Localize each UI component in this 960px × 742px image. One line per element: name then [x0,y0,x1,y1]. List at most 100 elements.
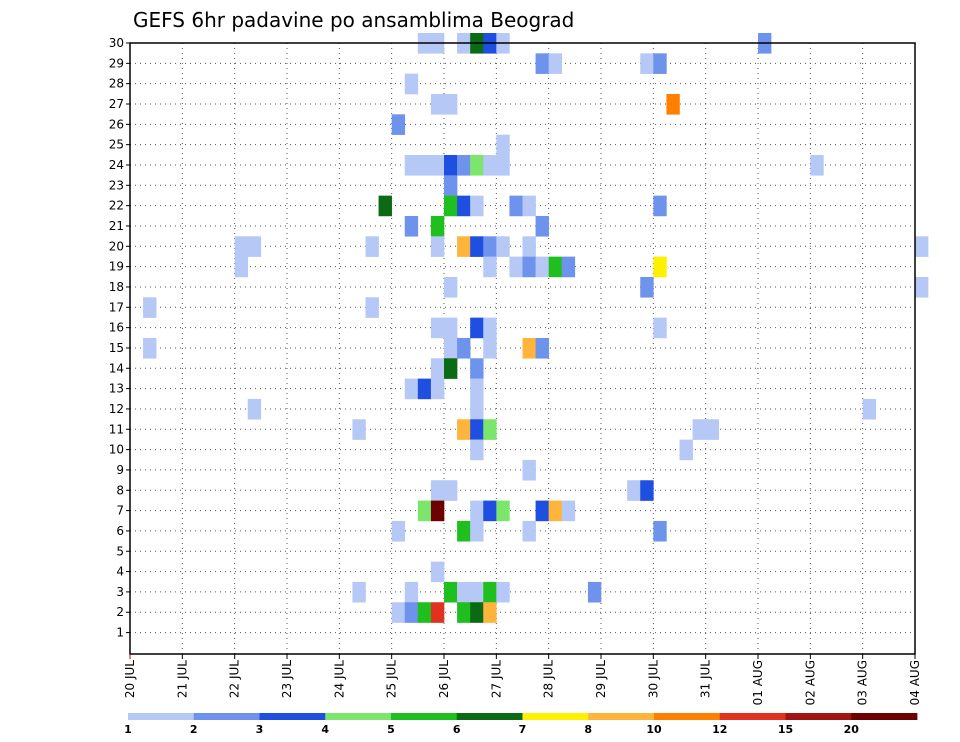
ensemble-cell [483,256,497,278]
ensemble-cell [522,256,536,278]
ensemble-cell [365,236,379,257]
colorbar-swatch [456,713,523,720]
ensemble-cell [430,93,445,115]
ensemble-cell [705,419,720,440]
ensemble-cell [535,500,549,522]
ensemble-cell [352,581,366,603]
y-tick-label: 28 [109,77,124,91]
ensemble-cell [470,500,484,522]
ensemble-cell [483,602,497,623]
x-tick-label: 28 JUL [542,660,556,698]
colorbar-label: 15 [778,723,793,736]
ensemble-cell [444,195,458,217]
ensemble-cell [444,175,458,196]
colorbar-label: 20 [844,723,860,736]
ensemble-cell [561,500,576,522]
ensemble-cell [548,500,563,522]
y-tick-label: 7 [116,504,124,518]
ensemble-cell [810,154,824,176]
ensemble-cell [391,602,406,623]
ensemble-cell [653,195,667,217]
ensemble-cell [430,378,445,400]
ensemble-cell [457,236,471,257]
y-tick-label: 16 [109,321,124,335]
colorbar-swatch [851,713,918,720]
ensemble-cell [470,439,484,461]
colorbar-label: 4 [321,723,329,736]
ensemble-cell [496,500,510,522]
ensemble-cell [496,236,510,257]
ensemble-cell [548,256,563,278]
y-tick-label: 25 [109,138,124,152]
colorbar-label: 1 [124,723,132,736]
colorbar-label: 6 [453,723,461,736]
ensemble-cell [483,317,497,339]
y-tick-label: 12 [109,402,124,416]
ensemble-cell [391,520,406,542]
ensemble-cell [496,154,510,176]
ensemble-cell [653,53,667,74]
y-tick-label: 19 [109,260,124,274]
ensemble-cell [470,581,484,603]
ensemble-cell [522,236,536,257]
ensemble-cell [483,236,497,257]
colorbar-swatch [259,713,326,720]
y-tick-label: 15 [109,341,124,355]
colorbar-label: 2 [190,723,198,736]
colorbar-swatch [128,713,195,720]
x-tick-label: 04 AUG [908,660,922,705]
ensemble-cell [535,337,549,359]
colorbar-swatch [588,713,655,720]
y-tick-label: 2 [116,605,124,619]
ensemble-cell [444,154,458,176]
ensemble-cell [404,602,419,623]
ensemble-cell [561,256,576,278]
ensemble-cell [457,195,471,217]
y-tick-label: 11 [109,422,124,436]
ensemble-cell [483,581,497,603]
ensemble-cell [143,297,157,318]
ensemble-cell [470,398,484,420]
ensemble-cell [404,73,419,95]
ensemble-cell [247,236,262,257]
y-axis-tick-labels: 1234567891011121314151617181920212223242… [109,36,130,640]
y-tick-label: 8 [116,483,124,497]
y-tick-label: 23 [109,178,124,192]
ensemble-cell [522,459,536,481]
x-tick-label: 21 JUL [175,660,189,698]
ensemble-cell [470,419,484,440]
ensemble-cell [417,154,432,176]
ensemble-cell [522,337,536,359]
ensemble-cell [640,53,654,74]
ensemble-cell [915,236,929,257]
ensemble-cell [496,134,510,156]
x-tick-label: 26 JUL [437,660,451,698]
ensemble-cell [509,195,523,217]
y-tick-label: 3 [116,585,124,599]
ensemble-cell [444,93,458,115]
ensemble-cell [522,520,536,542]
colorbar-swatch [654,713,721,720]
ensemble-cell [234,236,249,257]
y-tick-label: 6 [116,524,124,538]
colorbar-label: 5 [387,723,395,736]
ensemble-cell [404,215,419,237]
ensemble-cells [143,33,929,623]
ensemble-cell [404,154,419,176]
ensemble-cell [430,154,445,176]
ensemble-cell [430,358,445,379]
plot-frame [129,42,916,655]
ensemble-cell [444,337,458,359]
colorbar: 1 2 3 4 5 6 7 8 10 12 15 20 [124,713,918,736]
ensemble-cell [444,358,458,379]
x-tick-label: 25 JUL [385,660,399,698]
colorbar-label: 12 [712,723,727,736]
ensemble-cell [653,317,667,339]
x-tick-label: 30 JUL [646,660,660,698]
ensemble-cell [417,378,432,400]
ensemble-cell [509,256,523,278]
ensemble-cell [430,215,445,237]
y-tick-label: 29 [109,56,124,70]
ensemble-cell [640,276,654,298]
y-tick-label: 21 [109,219,124,233]
